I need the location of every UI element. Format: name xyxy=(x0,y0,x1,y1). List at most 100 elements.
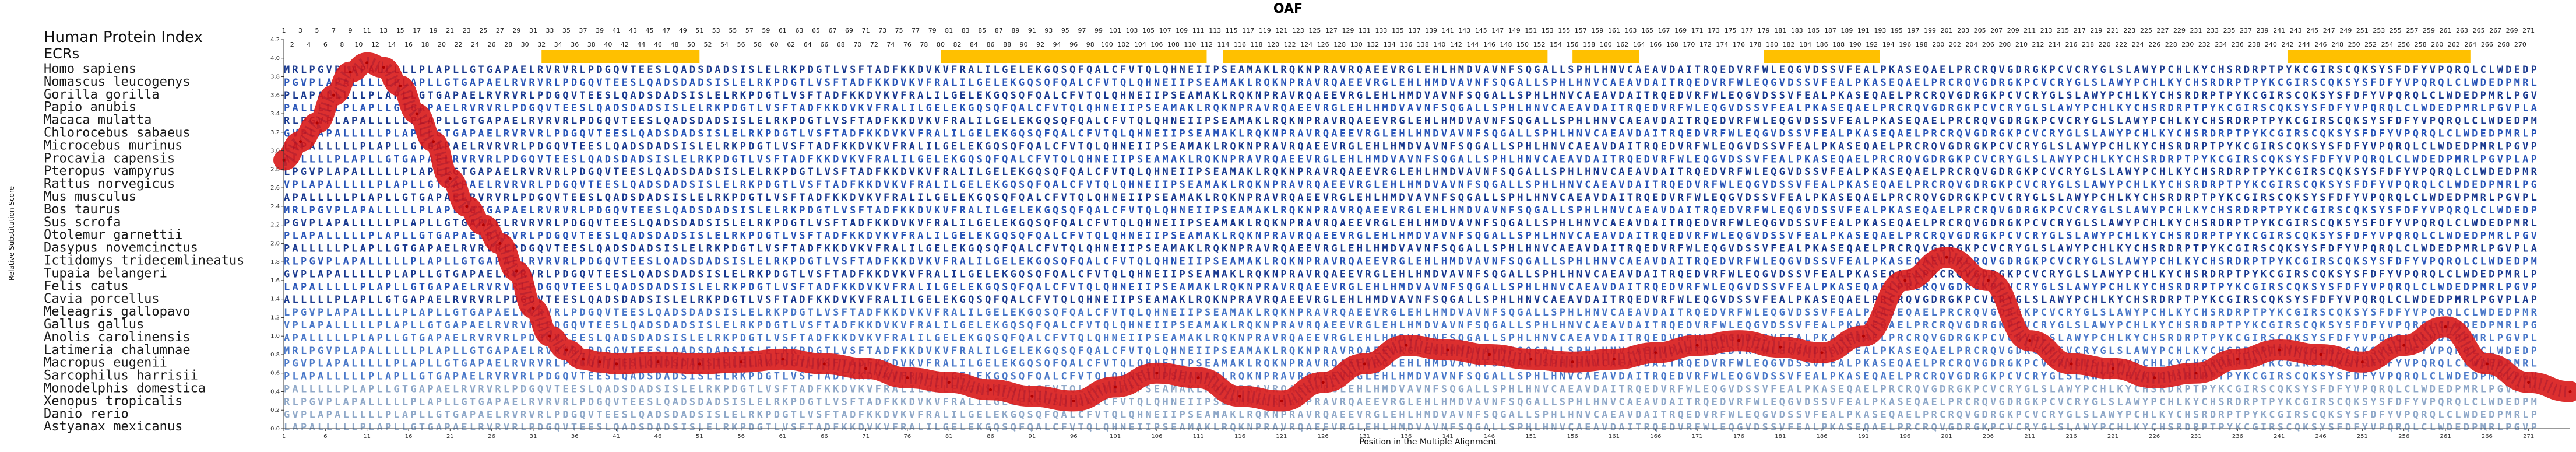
position-index: 16 xyxy=(404,41,413,48)
position-index: 178 xyxy=(1749,41,1761,48)
curve-point xyxy=(1238,394,1242,398)
curve-point xyxy=(1820,351,1824,355)
position-index: 234 xyxy=(2215,41,2227,48)
species-label: Xenopus tropicalis xyxy=(44,394,182,408)
x-axis-label: Position in the Multiple Alignment xyxy=(1359,437,1497,447)
position-index: 135 xyxy=(1392,27,1404,34)
position-index: 208 xyxy=(1998,41,2011,48)
position-index: 118 xyxy=(1251,41,1263,48)
position-index: 169 xyxy=(1674,27,1687,34)
sequence-row: MRLPGVPLAPALLLLLPLAPLLGTGAPAELRVRVRLPDGQ… xyxy=(284,205,2537,216)
position-index: 154 xyxy=(1550,41,1562,48)
position-index: 232 xyxy=(2198,41,2211,48)
position-index: 252 xyxy=(2364,41,2377,48)
position-index: 19 xyxy=(430,27,438,34)
position-index: 130 xyxy=(1350,41,1363,48)
x-tick-label: 191 xyxy=(1858,433,1869,440)
position-index: 121 xyxy=(1275,27,1287,34)
position-index: 110 xyxy=(1184,41,1196,48)
curve-point xyxy=(532,307,535,310)
x-tick-label: 131 xyxy=(1359,433,1370,440)
species-label: Rattus norvegicus xyxy=(44,177,175,191)
position-index: 18 xyxy=(421,41,430,48)
position-index: 90 xyxy=(1020,41,1028,48)
y-tick-label: 1.6 xyxy=(270,278,280,284)
position-index: 98 xyxy=(1086,41,1095,48)
position-index: 253 xyxy=(2373,27,2385,34)
position-index: 246 xyxy=(2315,41,2327,48)
position-index: 68 xyxy=(837,41,845,48)
x-tick-label: 236 xyxy=(2232,433,2243,440)
position-index: 122 xyxy=(1284,41,1296,48)
y-tick-label: 0.2 xyxy=(270,407,280,414)
sequence-row: PALLLLLPLAPLLGTGAPAELRVRVRLPDGQVTEESLQAD… xyxy=(284,243,2537,255)
position-index: 88 xyxy=(1003,41,1011,48)
position-index: 266 xyxy=(2481,41,2493,48)
x-tick-label: 151 xyxy=(1525,433,1536,440)
x-tick-label: 176 xyxy=(1733,433,1744,440)
curve-point xyxy=(598,360,601,364)
position-index: 238 xyxy=(2248,41,2260,48)
position-index: 222 xyxy=(2115,41,2127,48)
position-index: 43 xyxy=(629,27,637,34)
ecr-bar xyxy=(541,50,700,63)
position-index: 119 xyxy=(1259,27,1271,34)
y-tick-label: 0.8 xyxy=(270,352,280,358)
position-index: 36 xyxy=(571,41,579,48)
curve-line xyxy=(273,52,2576,412)
x-tick-label: 231 xyxy=(2191,433,2202,440)
x-tick-label: 221 xyxy=(2107,433,2118,440)
position-index: 50 xyxy=(687,41,695,48)
curve-point xyxy=(1280,399,1283,402)
x-tick-label: 181 xyxy=(1775,433,1786,440)
position-index: 38 xyxy=(587,41,596,48)
species-label: Macaca mulatta xyxy=(44,113,152,128)
x-tick-label: 261 xyxy=(2440,433,2451,440)
species-label: Tupaia belangeri xyxy=(44,266,167,281)
x-tick-label: 266 xyxy=(2482,433,2493,440)
position-index: 14 xyxy=(388,41,396,48)
position-index: 221 xyxy=(2107,27,2119,34)
y-tick-label: 2.8 xyxy=(270,166,280,173)
position-index: 217 xyxy=(2074,27,2086,34)
y-tick-label: 2.2 xyxy=(270,222,280,229)
position-index: 236 xyxy=(2232,41,2244,48)
x-tick-label: 6 xyxy=(323,433,327,440)
y-tick-label: 3.8 xyxy=(270,74,280,80)
position-index: 45 xyxy=(646,27,654,34)
position-index: 27 xyxy=(496,27,504,34)
position-index: 206 xyxy=(1982,41,1994,48)
curve-point xyxy=(415,112,418,115)
position-index: 271 xyxy=(2522,27,2535,34)
position-index: 33 xyxy=(546,27,554,34)
species-label: Otolemur garnettii xyxy=(44,228,182,243)
position-index: 189 xyxy=(1840,27,1853,34)
position-index: 32 xyxy=(537,41,546,48)
curve-point xyxy=(582,358,585,361)
position-index: 4 xyxy=(307,41,311,48)
position-index: 35 xyxy=(562,27,571,34)
position-index: 227 xyxy=(2156,27,2169,34)
position-index: 265 xyxy=(2473,27,2485,34)
x-tick-label: 161 xyxy=(1609,433,1620,440)
position-index: 60 xyxy=(770,41,779,48)
position-index: 9 xyxy=(349,27,353,34)
position-index: 94 xyxy=(1053,41,1061,48)
sequence-row: LPGVPLAPALLLLLPLAPLLGTGAPAELRVRVRLPDGQVT… xyxy=(284,307,2538,318)
curve-point xyxy=(1446,348,1449,352)
x-tick-label: 66 xyxy=(821,433,828,440)
y-tick-label: 2.4 xyxy=(270,204,280,210)
ecr-regions xyxy=(541,50,2471,63)
curve-point xyxy=(1571,360,1574,364)
position-index: 66 xyxy=(820,41,828,48)
curve-point xyxy=(432,140,435,143)
sequence-row: LAPALLLLLPLAPLLGTGAPAELRVRVRLPDGQVTEESLQ… xyxy=(284,422,2537,433)
position-index: 112 xyxy=(1201,41,1213,48)
x-tick-label: 246 xyxy=(2315,433,2326,440)
position-index: 114 xyxy=(1217,41,1229,48)
position-index: 69 xyxy=(845,27,853,34)
position-index: 57 xyxy=(745,27,754,34)
position-index: 104 xyxy=(1134,41,1146,48)
sequence-row: GVPLAPALLLLLPLAPLLGTGAPAELRVRVRLPDGQVTEE… xyxy=(284,268,2537,280)
position-index: 100 xyxy=(1101,41,1113,48)
